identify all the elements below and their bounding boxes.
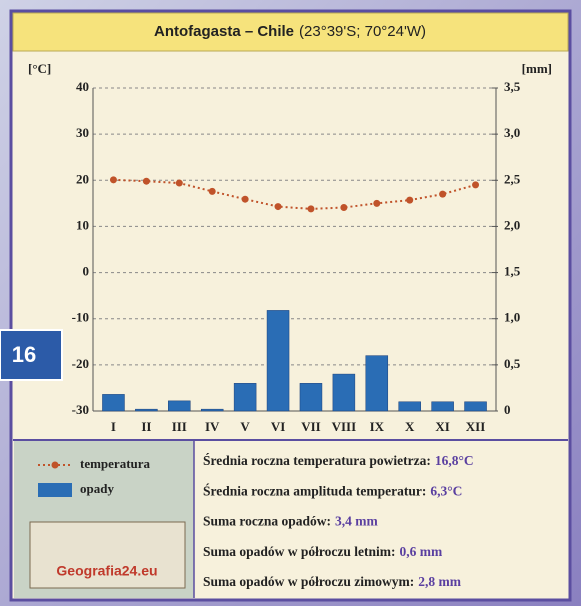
badge [0, 329, 63, 381]
stat-label: Suma opadów w półroczu zimowym: [203, 574, 414, 589]
bar [365, 355, 389, 412]
bar [332, 373, 356, 412]
stat-value: 0,6 mm [400, 544, 443, 559]
point [472, 181, 480, 189]
stat: Suma opadów w półroczu letnim: 0,6 mm [203, 544, 443, 559]
x-tick-label: XI [435, 419, 449, 434]
legend-label: opady [80, 481, 114, 496]
x-tick-label: VI [271, 419, 285, 434]
x-tick-label: X [405, 419, 415, 434]
y2-tick-label: 1,0 [504, 310, 520, 325]
x-tick-label: III [172, 419, 187, 434]
legend: temperatura opady [38, 456, 151, 497]
subtitle: (23°39'S; 70°24'W) [299, 23, 426, 40]
stat: Suma roczna opadów: 3,4 mm [203, 514, 379, 529]
bar [266, 310, 290, 412]
x-tick-label: IV [205, 419, 220, 434]
stat-value: 16,8°C [435, 453, 474, 468]
y-tick-label: 20 [76, 171, 89, 186]
stat-label: Średnia roczna temperatura powietrza: [203, 453, 431, 468]
stat-value: 2,8 mm [418, 574, 461, 589]
title: Antofagasta – Chile [154, 23, 294, 40]
bar [299, 383, 323, 412]
y-tick-label: -10 [72, 310, 89, 325]
y-tick-label: -30 [72, 402, 89, 417]
y2-tick-label: 0,5 [504, 356, 521, 371]
y-tick-label: 40 [76, 79, 89, 94]
stat-label: Suma roczna opadów: [203, 514, 331, 529]
y-tick-label: 30 [76, 125, 89, 140]
y2-tick-label: 2,0 [504, 217, 520, 232]
bar [233, 383, 257, 412]
stat: Średnia roczna amplituda temperatur: 6,3°… [203, 483, 462, 498]
bar [200, 408, 224, 412]
x-tick-label: I [111, 419, 116, 434]
point [208, 187, 216, 195]
legend-swatch [51, 461, 59, 469]
stat: Suma opadów w półroczu zimowym: 2,8 mm [203, 574, 462, 589]
point [142, 177, 150, 185]
bar [168, 400, 191, 412]
x-tick-label: IX [370, 419, 385, 434]
point [175, 179, 183, 187]
x-tick-label: VII [301, 419, 321, 434]
stat-value: 6,3°C [430, 483, 462, 498]
y2-tick-label: 1,5 [504, 264, 521, 279]
bar [135, 408, 158, 412]
y-tick-label: -20 [72, 356, 89, 371]
bar [102, 394, 125, 412]
line [113, 178, 476, 210]
bar [431, 401, 454, 412]
y2-tick-label: 3,0 [504, 125, 520, 140]
y2-tick-label: 2,5 [504, 171, 521, 186]
y2-tick-label: 3,5 [504, 79, 521, 94]
legend-swatch [38, 483, 72, 497]
point [307, 205, 315, 213]
logo-text: Geografia24.eu [56, 563, 157, 579]
logo-box [29, 521, 186, 589]
point [109, 176, 117, 184]
point [241, 195, 249, 203]
y2-axis-label: [mm] [522, 61, 552, 76]
title-bar [12, 12, 569, 52]
legend-label: temperatura [80, 456, 151, 471]
stat-label: Średnia roczna amplituda temperatur: [203, 483, 426, 498]
bar [464, 401, 487, 412]
badge-text: 16 [12, 342, 36, 367]
chart-title: Antofagasta – Chile (23°39'S; 70°24'W) [154, 23, 426, 40]
y-axis-label: [°C] [28, 61, 51, 76]
point [274, 203, 282, 211]
point [439, 190, 447, 198]
y-tick-label: 10 [76, 217, 89, 232]
point [373, 199, 381, 207]
x-tick-label: II [141, 419, 151, 434]
x-tick-label: V [240, 419, 250, 434]
point [406, 196, 414, 204]
stat-value: 3,4 mm [335, 514, 378, 529]
x-tick-label: XII [466, 419, 486, 434]
stat: Średnia roczna temperatura powietrza: 16,… [203, 453, 474, 468]
x-tick-label: VIII [332, 419, 357, 434]
y2-tick-label: 0 [504, 402, 511, 417]
stat-label: Suma opadów w półroczu letnim: [203, 544, 396, 559]
y-tick-label: 0 [83, 264, 90, 279]
bar [398, 401, 421, 412]
point [340, 204, 348, 212]
